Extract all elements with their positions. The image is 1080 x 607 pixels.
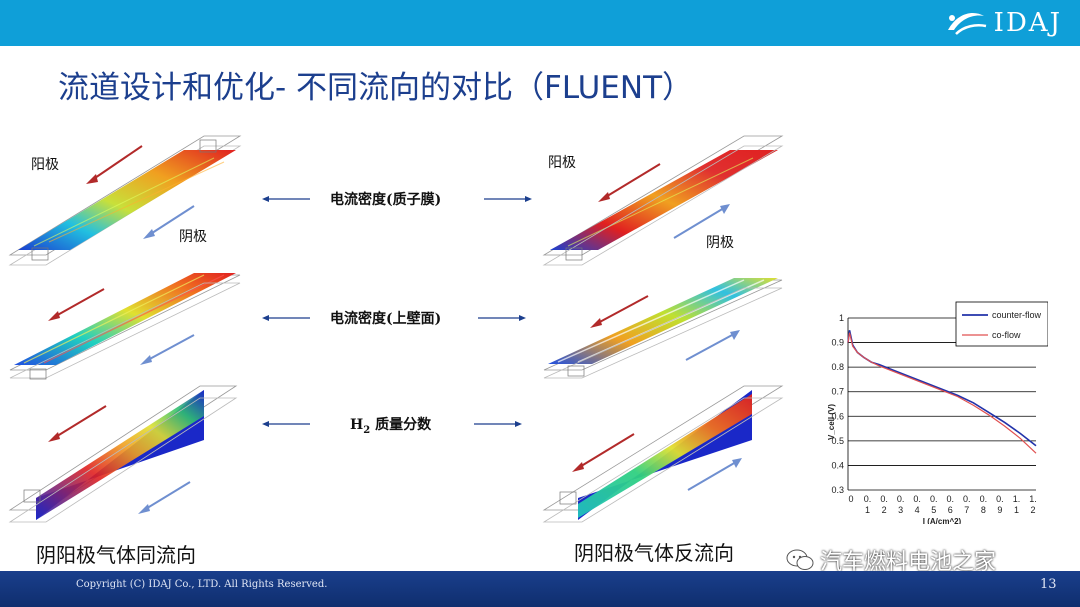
x-tick-label: 2 — [882, 505, 887, 515]
x-tick-label: 1. — [1029, 494, 1037, 504]
y-tick-label: 0.9 — [831, 338, 844, 348]
sim-right-3 — [542, 385, 784, 523]
x-tick-label: 9 — [997, 505, 1002, 515]
x-axis-label: I (A/cm^2) — [923, 517, 962, 524]
sim-left-2 — [9, 273, 241, 380]
watermark: 汽车燃料电池之家 — [786, 544, 996, 576]
y-tick-label: 0.8 — [831, 362, 844, 372]
page-title: 流道设计和优化- 不同流向的对比（FLUENT） — [58, 70, 693, 106]
x-tick-label: 0. — [864, 494, 872, 504]
x-tick-label: 8 — [981, 505, 986, 515]
logo-text: IDAJ — [993, 8, 1062, 38]
watermark-text: 汽车燃料电池之家 — [820, 550, 997, 575]
y-tick-label: 1 — [839, 313, 844, 323]
row1-left-arrow — [262, 196, 310, 202]
x-tick-label: 0. — [980, 494, 988, 504]
x-tick-label: 3 — [898, 505, 903, 515]
header-bar: IDAJ — [0, 0, 1080, 46]
y-axis-label: V_cell (V) — [827, 404, 836, 440]
y-tick-label: 0.4 — [831, 460, 844, 470]
x-tick-label: 6 — [948, 505, 953, 515]
row3-right-arrow — [474, 421, 522, 427]
x-tick-label: 1. — [1013, 494, 1021, 504]
right-anode-label: 阳极 — [548, 155, 576, 171]
sim-left-1 — [8, 135, 242, 266]
x-tick-label: 0 — [848, 494, 853, 504]
y-tick-label: 0.7 — [831, 387, 844, 397]
x-tick-label: 0. — [897, 494, 905, 504]
legend-box — [955, 301, 1048, 347]
copyright: Copyright (C) IDAJ Co., LTD. All Rights … — [76, 579, 328, 590]
row3-suffix: 质量分数 — [370, 417, 432, 433]
sim-left-3 — [8, 385, 238, 523]
row1-label: 电流密度(质子膜) — [330, 192, 442, 208]
x-tick-label: 0. — [963, 494, 971, 504]
left-caption: 阴阳极气体同流向 — [36, 543, 196, 567]
y-tick-label: 0.5 — [831, 436, 844, 446]
row2-label: 电流密度(上壁面) — [330, 311, 442, 327]
x-tick-label: 1 — [1014, 505, 1019, 515]
row3-left-arrow — [262, 421, 310, 427]
company-logo: IDAJ — [944, 5, 1062, 41]
right-caption: 阴阳极气体反流向 — [574, 541, 734, 565]
swoosh-icon — [947, 12, 986, 35]
row3-sub: 2 — [363, 424, 371, 436]
x-tick-label: 0. — [880, 494, 888, 504]
footer-bar — [0, 571, 1080, 607]
row3-h: H — [350, 417, 364, 433]
legend-label: co-flow — [992, 330, 1021, 340]
left-anode-label: 阳极 — [31, 157, 59, 173]
x-tick-label: 4 — [915, 505, 920, 515]
row2-left-arrow — [262, 315, 310, 321]
page-number: 13 — [1040, 577, 1057, 592]
x-tick-label: 0. — [947, 494, 955, 504]
x-tick-label: 0. — [913, 494, 921, 504]
x-tick-label: 1 — [865, 505, 870, 515]
legend-label: counter-flow — [992, 310, 1042, 320]
row3-label: H2 质量分数 — [350, 414, 431, 436]
x-tick-label: 2 — [1030, 505, 1035, 515]
y-tick-label: 0.6 — [831, 411, 844, 421]
row2-right-arrow — [478, 315, 526, 321]
y-tick-label: 0.3 — [831, 485, 844, 495]
polarization-chart: 10.90.80.70.60.50.40.30 0.10.20.30.40.50.… — [827, 301, 1048, 524]
sim-right-1 — [542, 135, 784, 266]
x-tick-label: 0. — [996, 494, 1004, 504]
x-tick-label: 5 — [931, 505, 936, 515]
left-cathode-label: 阴极 — [179, 229, 207, 245]
wechat-icon — [786, 549, 814, 570]
x-tick-label: 0. — [930, 494, 938, 504]
row1-right-arrow — [484, 196, 532, 202]
right-cathode-label: 阴极 — [706, 235, 734, 251]
series-line-co-flow — [847, 332, 1037, 454]
x-tick-label: 7 — [964, 505, 969, 515]
sim-right-2 — [543, 278, 783, 379]
